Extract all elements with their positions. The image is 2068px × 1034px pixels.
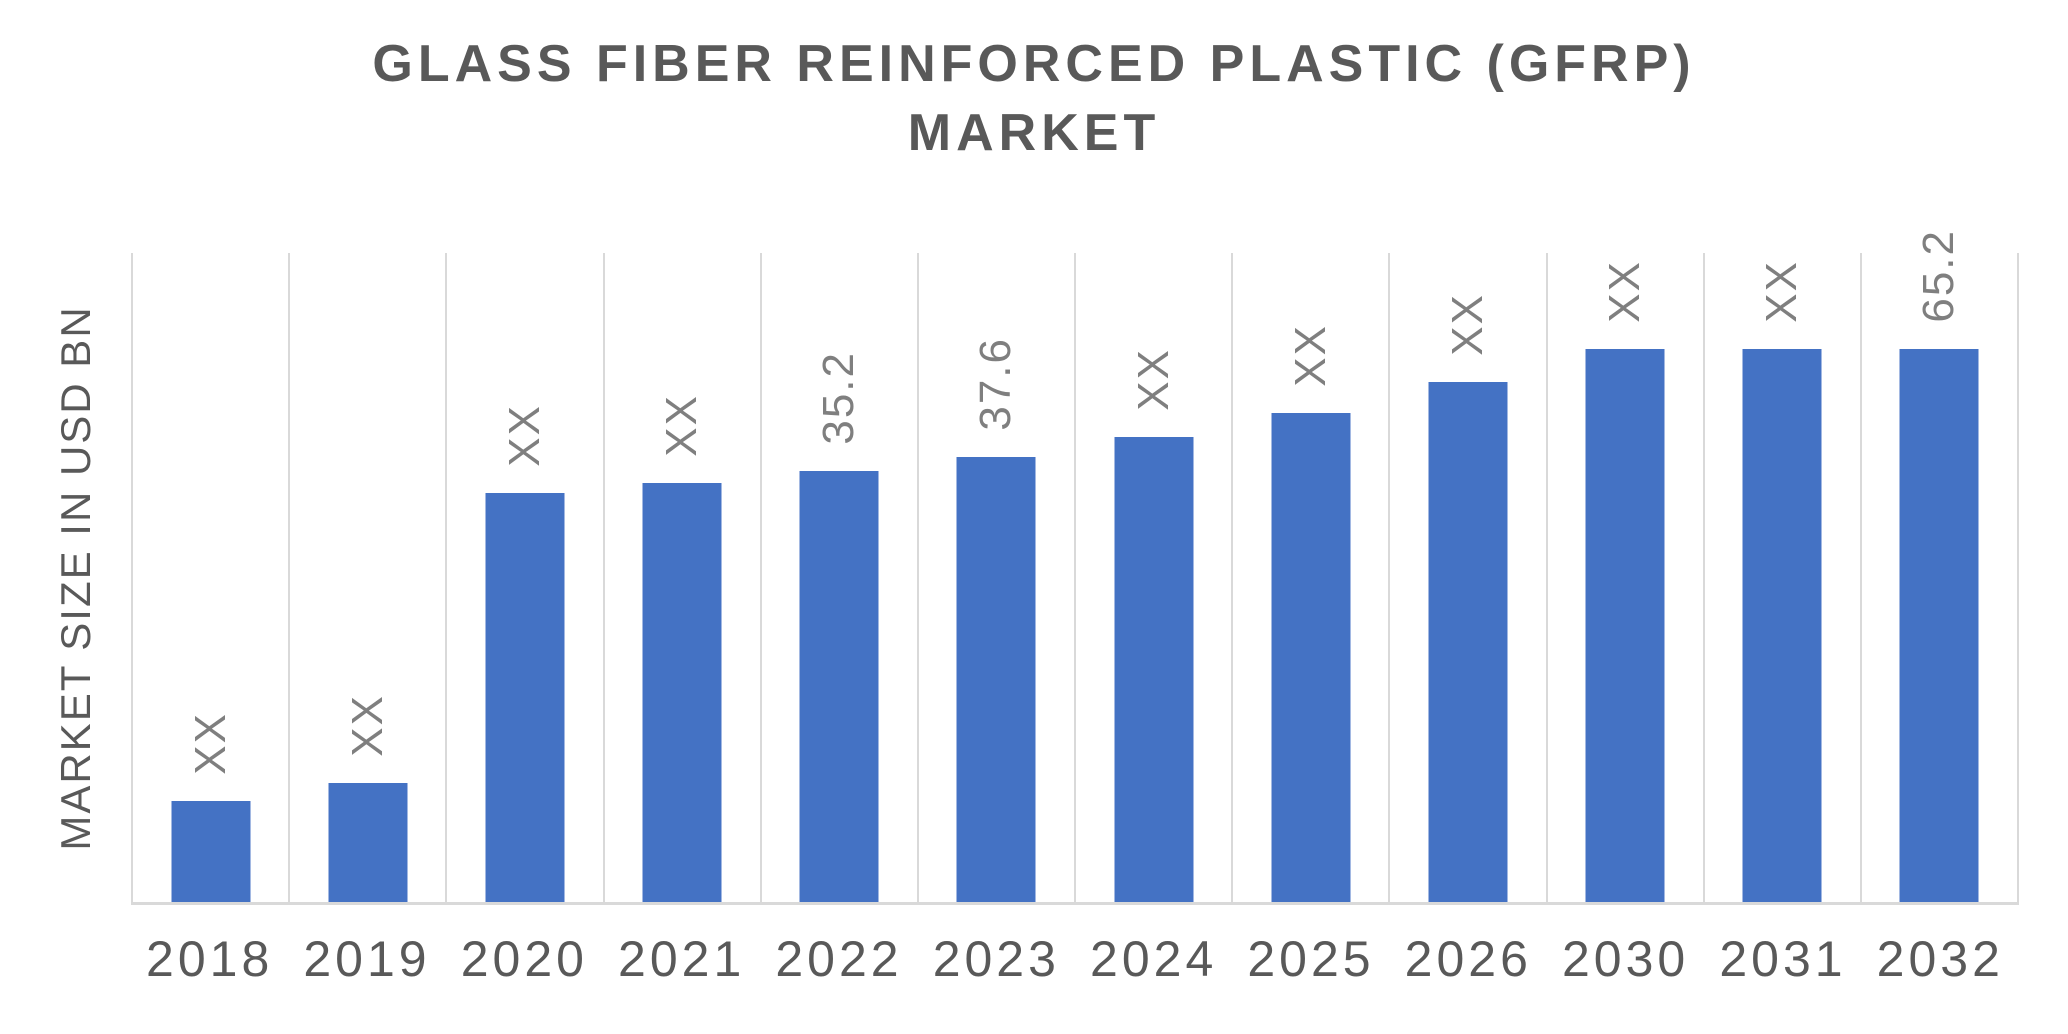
x-tick-2020: 2020: [460, 931, 588, 987]
category-cell-2024: XX: [1074, 253, 1231, 902]
bar-2023: [956, 457, 1036, 902]
x-tick-2026: 2026: [1404, 931, 1532, 987]
x-tick-2022: 2022: [775, 931, 903, 987]
bar-value-label-2021: XX: [657, 394, 707, 457]
bar-value-label-2019: XX: [342, 694, 392, 757]
x-tick-2025: 2025: [1247, 931, 1375, 987]
x-tick-2032: 2032: [1876, 931, 2004, 987]
category-cell-2031: XX: [1702, 253, 1860, 902]
bar-value-label-2022: 35.2: [814, 351, 864, 445]
category-cell-2026: XX: [1388, 253, 1545, 902]
category-cell-2025: XX: [1231, 253, 1388, 902]
bar-value-label-2032: 65.2: [1914, 229, 1964, 323]
category-cell-2019: XX: [288, 253, 445, 902]
category-cell-2020: XX: [445, 253, 602, 902]
plot-area: XX XX XX XX 35.2 37.6 XX XX XX XX XX 65.2: [131, 229, 2020, 905]
x-axis: 2018 2019 2020 2021 2022 2023 2024 2025 2026 2030…: [131, 930, 2019, 988]
bar-value-label-2025: XX: [1285, 324, 1335, 387]
bar-2030: [1585, 349, 1665, 902]
bar-2024: [1114, 437, 1194, 902]
x-tick-2019: 2019: [303, 931, 431, 987]
y-axis-label: MARKET SIZE IN USD BN: [52, 305, 99, 851]
category-cell-2030: XX: [1545, 253, 1703, 902]
chart-title-line1: GLASS FIBER REINFORCED PLASTIC (GFRP): [372, 35, 1696, 93]
category-cell-2021: XX: [602, 253, 760, 902]
bar-value-label-2024: XX: [1128, 348, 1178, 411]
bar-value-label-2030: XX: [1600, 260, 1650, 323]
bar-2031: [1742, 349, 1822, 902]
chart-title: GLASS FIBER REINFORCED PLASTIC (GFRP) MA…: [0, 30, 2068, 167]
chart-title-line2: MARKET: [907, 103, 1161, 162]
x-tick-2023: 2023: [932, 931, 1060, 987]
bar-2022: [799, 471, 879, 902]
x-tick-2018: 2018: [146, 931, 274, 987]
bar-2018: [171, 801, 251, 902]
bar-2019: [328, 783, 408, 902]
bar-2025: [1271, 413, 1351, 902]
bar-value-label-2026: XX: [1442, 293, 1492, 356]
x-tick-2024: 2024: [1090, 931, 1218, 987]
bar-2032: [1899, 349, 1979, 902]
bar-2020: [485, 493, 565, 902]
bar-2021: [642, 483, 722, 902]
x-tick-2030: 2030: [1562, 931, 1690, 987]
bar-value-label-2018: XX: [185, 712, 235, 775]
category-cell-2018: XX: [131, 253, 288, 902]
category-cell-2032: 65.2: [1859, 229, 2020, 902]
bar-value-label-2023: 37.6: [971, 337, 1021, 431]
category-cell-2022: 35.2: [759, 253, 917, 902]
x-tick-2021: 2021: [618, 931, 746, 987]
x-tick-2031: 2031: [1719, 931, 1847, 987]
bar-value-label-2020: XX: [499, 404, 549, 467]
category-cell-2023: 37.6: [916, 253, 1074, 902]
bar-value-label-2031: XX: [1757, 260, 1807, 323]
bar-2026: [1428, 382, 1508, 902]
